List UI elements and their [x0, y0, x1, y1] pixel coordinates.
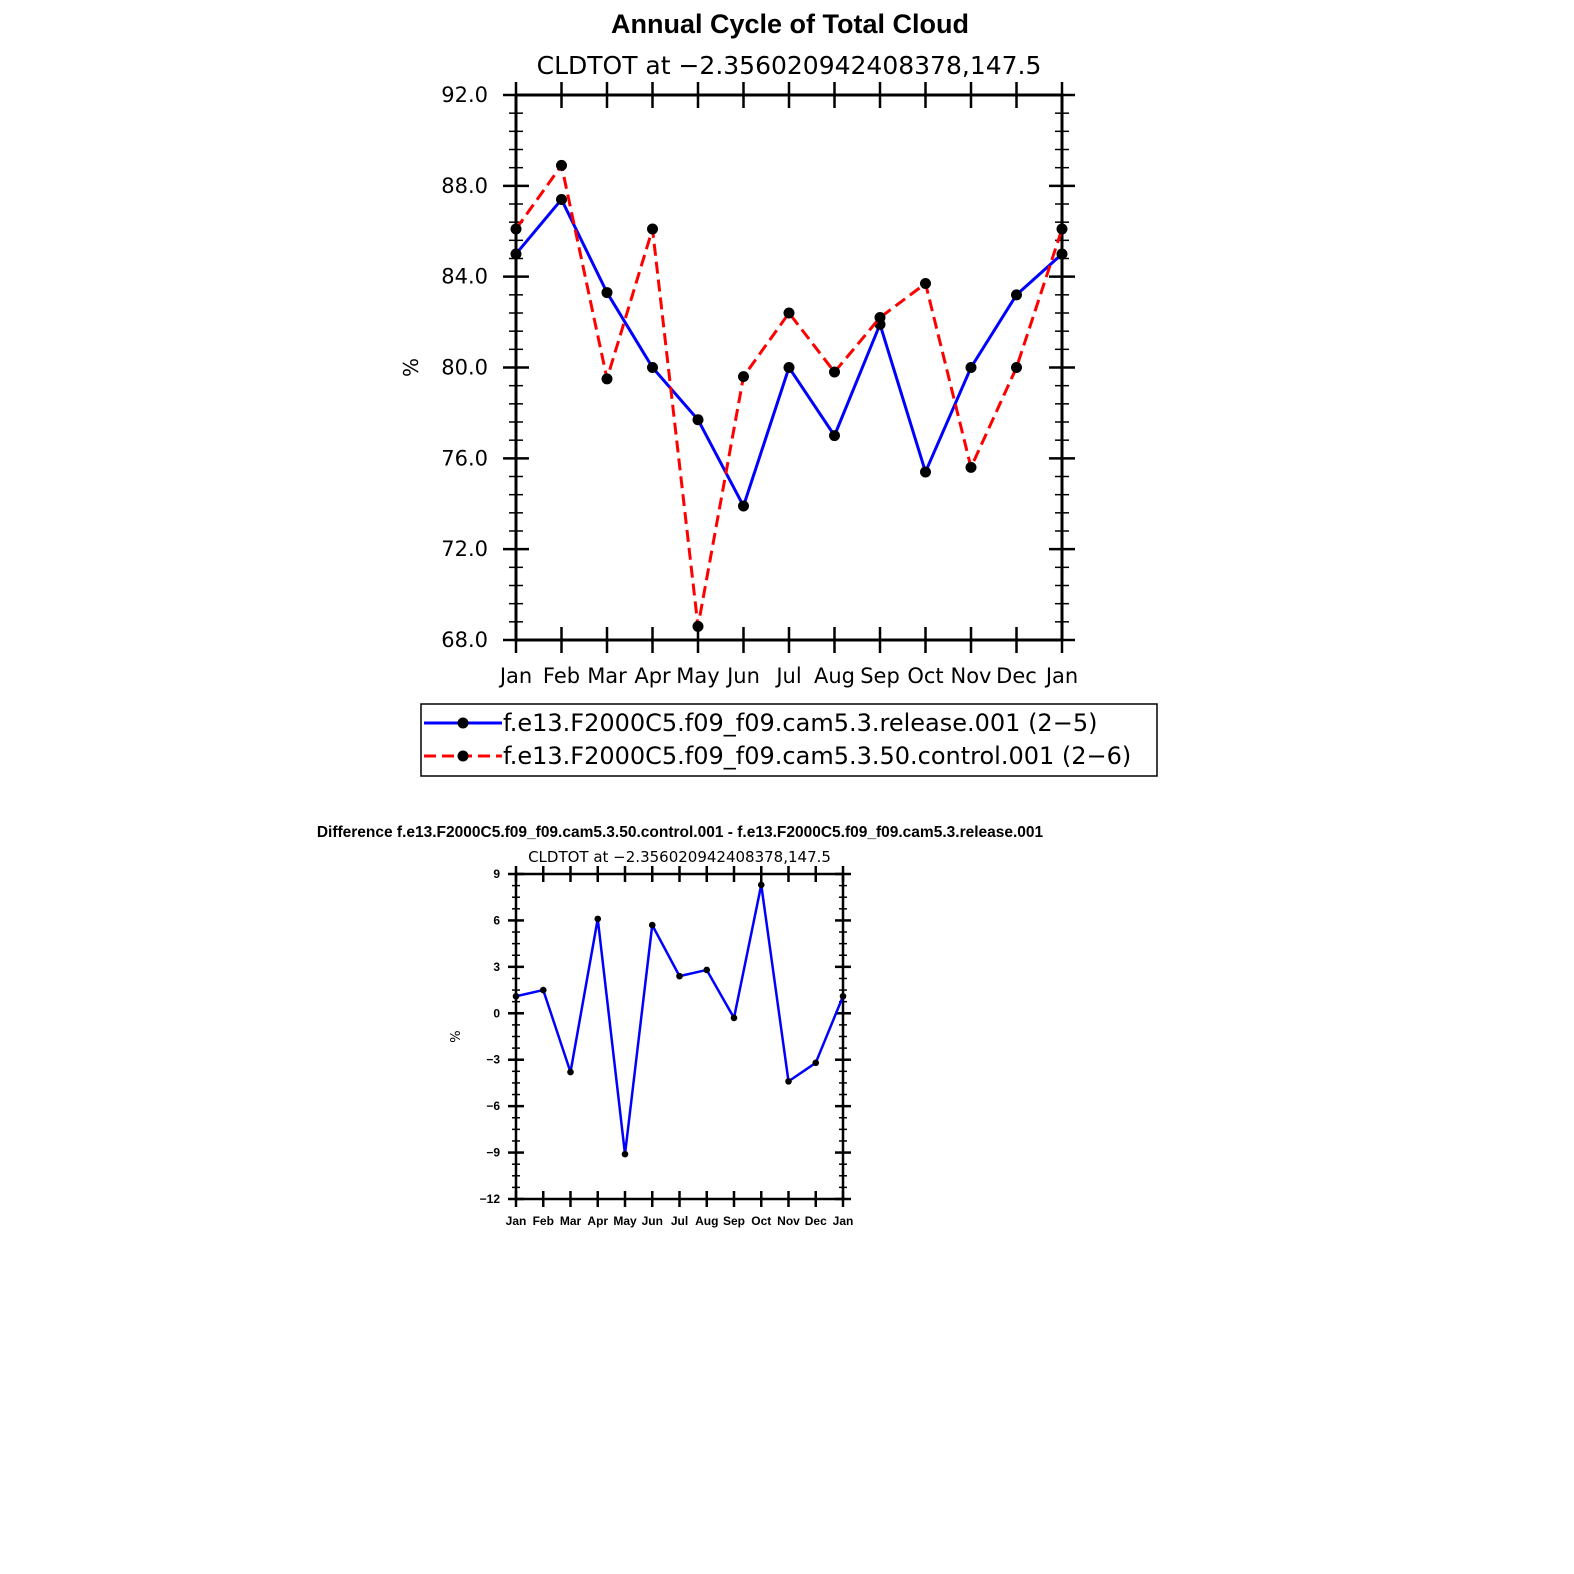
data-point: [785, 1078, 792, 1085]
data-point: [648, 921, 656, 929]
data-point: [920, 277, 931, 289]
x-tick-label: Mar: [560, 1214, 582, 1228]
x-tick-label: Feb: [533, 1214, 554, 1228]
y-tick-label: 76.0: [441, 446, 488, 470]
x-tick-label: Jan: [1044, 664, 1078, 688]
x-tick-label: Jan: [498, 664, 532, 688]
y-tick-label: −9: [486, 1146, 500, 1160]
x-tick-label: Aug: [695, 1214, 718, 1228]
data-point: [812, 1059, 820, 1067]
x-tick-label: Jun: [725, 664, 760, 688]
annual-cycle-chart: Annual Cycle of Total Cloud CLDTOT at −2.…: [399, 9, 1158, 777]
data-point: [1011, 362, 1022, 373]
data-point: [738, 500, 749, 512]
data-point: [829, 430, 840, 442]
data-point: [510, 223, 522, 235]
data-point: [730, 1014, 738, 1022]
data-point: [874, 312, 886, 324]
plot-frame: [514, 872, 845, 1201]
data-point: [829, 366, 840, 378]
data-point: [556, 193, 567, 205]
data-point: [965, 362, 977, 373]
data-point: [783, 362, 795, 373]
series-line-1: [515, 883, 845, 1156]
data-point: [567, 1068, 574, 1076]
x-tick-label: Feb: [543, 664, 580, 688]
data-point: [601, 287, 613, 299]
data-point: [783, 307, 795, 319]
x-tick-label: Nov: [951, 664, 992, 688]
y-tick-label: 68.0: [441, 628, 488, 652]
legend-marker: [457, 750, 469, 762]
y-tick-label: 0: [493, 1006, 500, 1020]
data-point: [676, 972, 683, 980]
data-point: [1056, 223, 1068, 235]
y-tick-label: −12: [480, 1192, 501, 1206]
chart-title: Annual Cycle of Total Cloud: [611, 9, 969, 39]
y-tick-label: 80.0: [441, 356, 488, 380]
legend: f.e13.F2000C5.f09_f09.cam5.3.release.001…: [420, 703, 1158, 777]
legend-label-2: f.e13.F2000C5.f09_f09.cam5.3.50.control.…: [503, 742, 1131, 770]
x-tick-label: Jul: [774, 664, 801, 688]
y-tick-label: 72.0: [441, 537, 488, 561]
x-tick-label: Jul: [671, 1214, 688, 1228]
series-line-1: [514, 197, 1064, 508]
legend-marker: [457, 717, 469, 729]
chart-subtitle: CLDTOT at −2.356020942408378,147.5: [537, 51, 1042, 80]
x-tick-label: Sep: [723, 1214, 745, 1228]
y-tick-label: 9: [493, 867, 500, 881]
data-point: [703, 966, 711, 974]
data-point: [621, 1150, 629, 1158]
data-point: [692, 620, 704, 632]
x-tick-label: Oct: [751, 1214, 771, 1228]
x-tick-label: Nov: [777, 1214, 800, 1228]
y-tick-label: 6: [493, 913, 500, 927]
y-axis-label: %: [399, 358, 423, 377]
x-tick-label: Aug: [814, 664, 855, 688]
x-tick-label: Apr: [634, 664, 671, 688]
y-tick-label: −3: [486, 1053, 500, 1067]
x-tick-label: Jan: [833, 1214, 854, 1228]
x-tick-label: Apr: [587, 1214, 608, 1228]
data-point: [839, 992, 847, 1000]
chart-subtitle: CLDTOT at −2.356020942408378,147.5: [528, 848, 831, 866]
data-point: [757, 881, 765, 889]
y-tick-label: 92.0: [441, 83, 488, 107]
x-tick-label: Dec: [805, 1214, 827, 1228]
data-point: [647, 362, 658, 373]
x-tick-label: May: [613, 1214, 637, 1228]
x-tick-label: Sep: [860, 664, 900, 688]
y-tick-label: −6: [486, 1099, 500, 1113]
y-axis-label: %: [449, 1030, 464, 1042]
legend-box: [420, 703, 1158, 777]
series-line-2: [514, 163, 1064, 628]
legend-label-1: f.e13.F2000C5.f09_f09.cam5.3.release.001…: [503, 709, 1097, 737]
data-point: [1011, 289, 1022, 301]
data-point: [556, 159, 567, 171]
data-point: [539, 986, 547, 994]
x-tick-label: May: [676, 664, 719, 688]
data-point: [920, 466, 931, 478]
data-point: [647, 223, 658, 235]
chart-title: Difference f.e13.F2000C5.f09_f09.cam5.3.…: [317, 824, 1044, 841]
data-point: [601, 373, 613, 385]
data-point: [692, 414, 704, 426]
y-tick-label: 3: [493, 960, 500, 974]
data-point: [738, 371, 749, 383]
data-point: [965, 461, 977, 473]
y-tick-label: 88.0: [441, 174, 488, 198]
data-point: [594, 915, 602, 923]
data-point: [512, 992, 520, 1000]
data-point: [1056, 248, 1068, 260]
x-tick-label: Jun: [642, 1214, 663, 1228]
x-tick-label: Dec: [996, 664, 1037, 688]
x-tick-label: Jan: [506, 1214, 527, 1228]
difference-chart: Difference f.e13.F2000C5.f09_f09.cam5.3.…: [317, 824, 1044, 1228]
x-tick-label: Oct: [907, 664, 943, 688]
x-tick-label: Mar: [587, 664, 627, 688]
data-point: [510, 248, 522, 260]
y-tick-label: 84.0: [441, 265, 488, 289]
